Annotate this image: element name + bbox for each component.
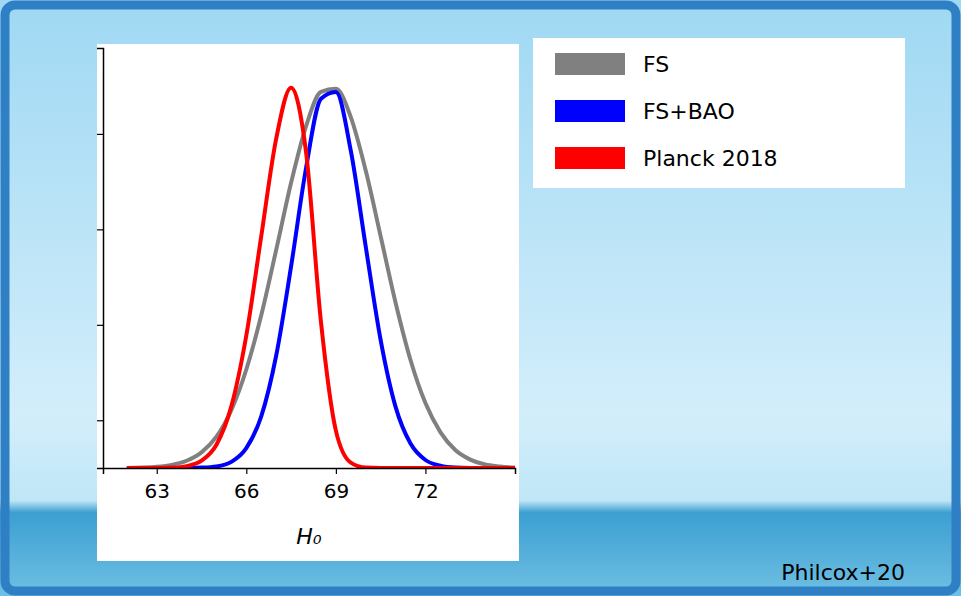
legend: FS FS+BAO Planck 2018 — [533, 38, 905, 188]
legend-label: Planck 2018 — [643, 146, 778, 171]
legend-swatch — [555, 53, 625, 75]
x-tick-mark — [246, 468, 247, 474]
frame — [5, 5, 956, 591]
lines — [127, 88, 515, 468]
legend-swatch — [555, 100, 625, 122]
y-tick — [97, 325, 103, 326]
x-tick: 63 — [145, 468, 170, 503]
series-line — [127, 89, 515, 468]
x-axis: 63 66 69 72 — [104, 468, 516, 503]
y-tick — [97, 420, 103, 421]
x-tick-label: 66 — [234, 479, 259, 503]
x-tick-label: 69 — [324, 479, 349, 503]
y-axis — [97, 49, 104, 469]
chart: 63 66 69 72 H₀ FS FS+BAO Planck 2018 Philcox+20 — [0, 0, 961, 596]
x-tick-mark — [425, 468, 426, 474]
y-tick-mark — [97, 325, 103, 326]
legend-label: FS — [643, 52, 669, 77]
x-axis-line — [104, 469, 516, 475]
annotation: Philcox+20 — [781, 560, 905, 585]
x-tick-mark — [157, 468, 158, 474]
background — [0, 0, 961, 596]
x-tick: 69 — [324, 468, 349, 503]
series-line — [127, 88, 515, 468]
series-line — [127, 92, 515, 468]
x-tick-mark — [336, 468, 337, 474]
x-tick: 66 — [234, 468, 259, 503]
x-tick-label: 63 — [145, 479, 170, 503]
y-axis-line — [97, 49, 104, 469]
x-tick: 72 — [413, 468, 438, 503]
y-tick-mark — [97, 229, 103, 230]
legend-label: FS+BAO — [643, 99, 735, 124]
legend-box — [533, 38, 905, 188]
x-tick-label: 72 — [413, 479, 438, 503]
y-tick — [97, 134, 103, 135]
y-tick-mark — [97, 134, 103, 135]
legend-swatch — [555, 147, 625, 169]
y-tick — [97, 229, 103, 230]
plot-panel — [97, 44, 519, 561]
y-tick-mark — [97, 420, 103, 421]
x-axis-title: H₀ — [296, 524, 322, 549]
